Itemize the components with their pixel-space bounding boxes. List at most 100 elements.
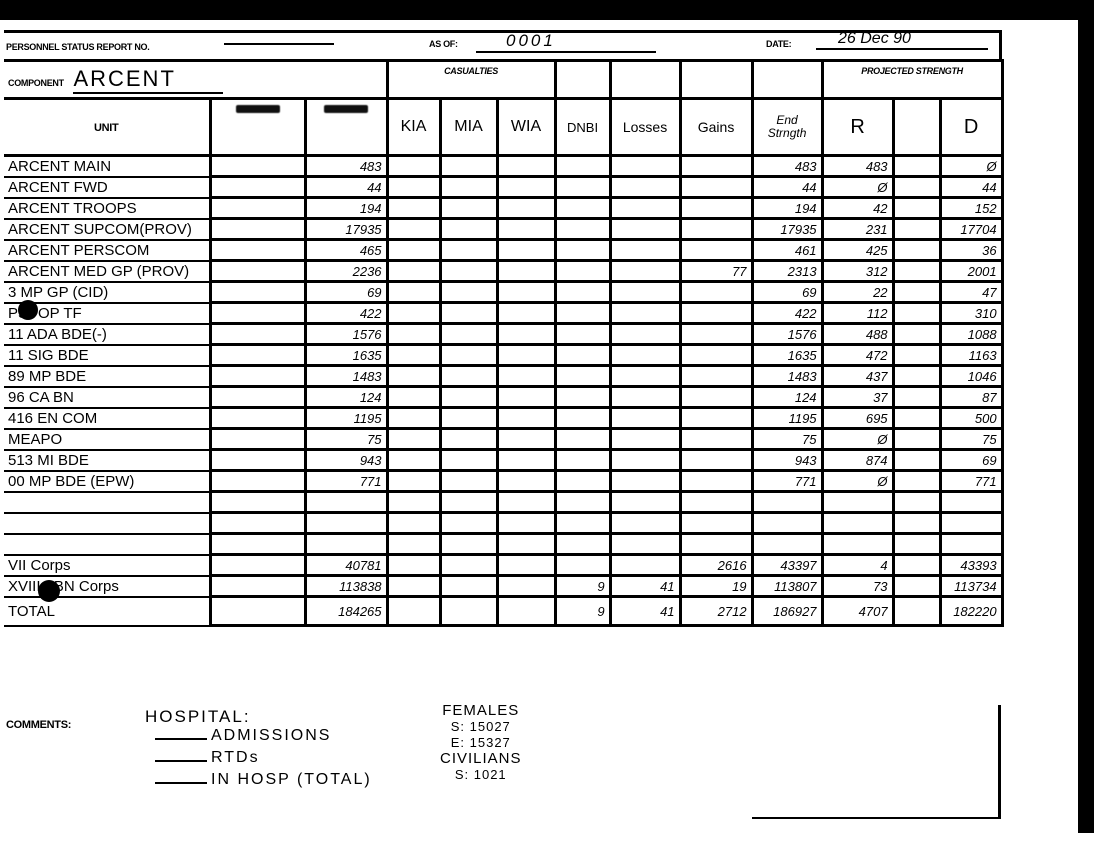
- cell-gains: [678, 532, 754, 556]
- cell-kia: [385, 154, 442, 178]
- col-gains: Gains: [678, 97, 754, 157]
- cell-blank: [891, 154, 942, 178]
- cell-start: 1483: [303, 364, 389, 388]
- projected-strength-label: PROJECTED STRENGTH: [861, 66, 963, 76]
- cell-r: Ø: [820, 427, 895, 451]
- cell-gains: [678, 490, 754, 514]
- cell-r: 112: [820, 301, 895, 325]
- cell-r: 425: [820, 238, 895, 262]
- cell-wia: [495, 406, 557, 430]
- col-kia: KIA: [385, 97, 442, 157]
- cell-kia: [385, 385, 442, 409]
- cell-blank: [891, 595, 942, 627]
- cell-end: 1195: [750, 406, 824, 430]
- cell-start: 1635: [303, 343, 389, 367]
- cell-start: 113838: [303, 574, 389, 598]
- cell-r: 437: [820, 364, 895, 388]
- cell-kia: [385, 364, 442, 388]
- cell-losses: [608, 448, 682, 472]
- cell-kia: [385, 175, 442, 199]
- cell-start: 124: [303, 385, 389, 409]
- cell-end: [750, 532, 824, 556]
- cell-mia: [438, 154, 499, 178]
- cell-losses: 41: [608, 595, 682, 627]
- cell-losses: [608, 259, 682, 283]
- cell-end: [750, 511, 824, 535]
- cell-kia: [385, 574, 442, 598]
- punch-hole-mark: [38, 580, 60, 602]
- table-row: ARCENT FWD 44 44 Ø 44: [4, 175, 1004, 199]
- cell-end: [750, 490, 824, 514]
- cell-mia: [438, 175, 499, 199]
- cell-unit: 513 MI BDE: [4, 448, 212, 472]
- cell-end: 69: [750, 280, 824, 304]
- cell-end: 43397: [750, 553, 824, 577]
- cell-gains: [678, 427, 754, 451]
- cell-r: 695: [820, 406, 895, 430]
- in-hosp-label: IN HOSP (TOTAL): [211, 771, 372, 788]
- cell-r: 483: [820, 154, 895, 178]
- cell-r: [820, 490, 895, 514]
- cell-mia: [438, 343, 499, 367]
- cell-blank: [891, 553, 942, 577]
- cell-end: 1576: [750, 322, 824, 346]
- cell-kia: [385, 196, 442, 220]
- cell-kia: [385, 595, 442, 627]
- cell-start: 422: [303, 301, 389, 325]
- cell-d: 152: [938, 196, 1004, 220]
- cell-dnbi: [553, 406, 612, 430]
- cell-dnbi: [553, 280, 612, 304]
- cell-losses: [608, 322, 682, 346]
- civilians-label: CIVILIANS: [440, 750, 522, 767]
- cell-gains: [678, 385, 754, 409]
- cell-d: 113734: [938, 574, 1004, 598]
- report-header-row: PERSONNEL STATUS REPORT NO. AS OF: 0001 …: [4, 30, 1002, 59]
- cell-mia: [438, 469, 499, 493]
- cell-c2: [208, 448, 307, 472]
- cell-blank: [891, 469, 942, 493]
- cell-unit: XVIII ABN Corps: [4, 574, 212, 598]
- component-value: ARCENT: [73, 66, 224, 94]
- cell-gains: [678, 469, 754, 493]
- cell-gains: [678, 217, 754, 241]
- col-unit: UNIT: [94, 122, 119, 134]
- cell-unit: 11 SIG BDE: [4, 343, 212, 367]
- cell-mia: [438, 364, 499, 388]
- cell-start: [303, 511, 389, 535]
- cell-r: Ø: [820, 175, 895, 199]
- cell-blank: [891, 175, 942, 199]
- col-wia: WIA: [495, 97, 557, 157]
- cell-c2: [208, 343, 307, 367]
- females-civilians-block: FEMALES S: 15027 E: 15327 CIVILIANS S: 1…: [440, 703, 522, 783]
- cell-unit: 00 MP BDE (EPW): [4, 469, 212, 493]
- cell-c2: [208, 574, 307, 598]
- cell-mia: [438, 217, 499, 241]
- col-r: R: [820, 97, 895, 157]
- cell-dnbi: [553, 217, 612, 241]
- cell-blank: [891, 343, 942, 367]
- cell-gains: [678, 238, 754, 262]
- cell-wia: [495, 385, 557, 409]
- cell-kia: [385, 301, 442, 325]
- cell-dnbi: [553, 322, 612, 346]
- cell-gains: [678, 364, 754, 388]
- cell-unit: [4, 511, 212, 535]
- component-label: COMPONENT: [8, 77, 64, 88]
- cell-mia: [438, 532, 499, 556]
- cell-d: [938, 490, 1004, 514]
- cell-r: [820, 532, 895, 556]
- comments-right-border: [998, 705, 1001, 819]
- cell-kia: [385, 427, 442, 451]
- cell-end: 771: [750, 469, 824, 493]
- cell-blank: [891, 427, 942, 451]
- hospital-admissions: ADMISSIONS: [155, 727, 331, 745]
- cell-kia: [385, 490, 442, 514]
- cell-d: 1088: [938, 322, 1004, 346]
- cell-start: 17935: [303, 217, 389, 241]
- cell-mia: [438, 259, 499, 283]
- cell-gains: [678, 406, 754, 430]
- cell-end: 186927: [750, 595, 824, 627]
- cell-c2: [208, 259, 307, 283]
- cell-c2: [208, 238, 307, 262]
- cell-start: 44: [303, 175, 389, 199]
